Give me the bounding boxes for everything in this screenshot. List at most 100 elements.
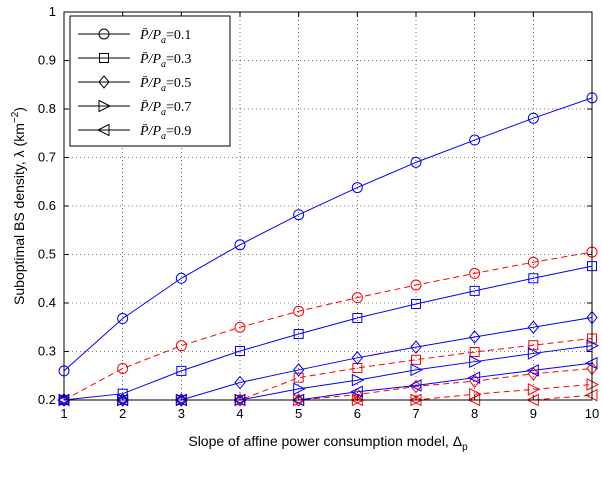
data-point — [350, 385, 363, 399]
data-point — [234, 239, 246, 251]
legend-marker — [99, 53, 109, 63]
y-tick-label: 1 — [49, 4, 56, 19]
data-point — [526, 364, 539, 377]
data-point — [175, 272, 187, 284]
legend-label-subscript: a — [161, 131, 166, 142]
data-point — [352, 313, 363, 324]
legend-label-subscript: a — [161, 59, 166, 70]
legend-marker — [98, 75, 110, 89]
data-point — [410, 279, 422, 291]
data-point — [117, 362, 129, 374]
y-tick-label: 0.9 — [38, 53, 56, 68]
data-point — [235, 346, 245, 357]
legend-label-base: P̄/P — [139, 52, 161, 67]
data-point — [175, 393, 187, 407]
x-axis-label-subscript: p — [462, 442, 468, 453]
legend-label-value: =0.3 — [166, 52, 191, 67]
data-point — [469, 285, 480, 296]
x-tick-label: 1 — [60, 406, 67, 421]
legend-entry-3: P̄/Pa=0.5 — [78, 75, 191, 94]
series-line — [63, 97, 593, 372]
legend-label-base: P̄/P — [139, 76, 161, 91]
x-tick-label: 9 — [530, 406, 537, 421]
x-tick-label: 10 — [585, 406, 599, 421]
series-3 — [59, 261, 597, 405]
legend-label-subscript: a — [161, 35, 166, 46]
legend-label: P̄/Pa=0.9 — [139, 124, 191, 142]
x-axis-label-main: Slope of affine power consumption model,… — [188, 433, 462, 449]
data-point — [469, 330, 481, 344]
data-point — [293, 393, 305, 407]
legend-label-subscript: a — [161, 83, 166, 94]
legend-label: P̄/Pa=0.1 — [139, 28, 191, 46]
data-point — [293, 305, 305, 317]
legend-entry-1: P̄/Pa=0.1 — [78, 28, 191, 46]
legend-label: P̄/Pa=0.5 — [139, 76, 191, 94]
legend-marker — [98, 28, 110, 40]
data-point — [527, 347, 541, 360]
y-axis-label-main: Suboptimal BS density, λ (km — [11, 123, 27, 305]
legend-entry-4: P̄/Pa=0.7 — [78, 99, 191, 118]
legend-label-value: =0.7 — [166, 100, 191, 115]
y-tick-label: 0.8 — [38, 101, 56, 116]
data-point — [410, 363, 424, 377]
data-point — [117, 313, 129, 325]
legend-label-base: P̄/P — [139, 28, 161, 43]
data-point — [469, 134, 481, 146]
y-tick-label: 0.7 — [38, 150, 56, 165]
data-point — [469, 355, 482, 368]
legend-label-value: =0.1 — [166, 28, 191, 43]
data-point — [351, 351, 363, 365]
y-axis-label: Suboptimal BS density, λ (km−2) — [10, 107, 27, 305]
legend-label-base: P̄/P — [139, 124, 161, 139]
data-point — [469, 267, 481, 279]
data-point — [527, 112, 539, 124]
legend-label: P̄/Pa=0.3 — [139, 52, 191, 70]
data-point — [411, 354, 421, 365]
y-tick-label: 0.6 — [38, 198, 56, 213]
data-point — [411, 298, 421, 309]
x-tick-label: 8 — [471, 406, 478, 421]
data-point — [175, 340, 187, 352]
legend: P̄/Pa=0.1P̄/Pa=0.3P̄/Pa=0.5P̄/Pa=0.7P̄/P… — [69, 15, 231, 147]
data-point — [351, 182, 363, 194]
legend-marker — [96, 123, 110, 137]
data-point — [410, 340, 422, 354]
series-line — [63, 251, 593, 401]
data-point — [351, 373, 365, 387]
data-point — [58, 393, 70, 407]
legend-label-value: =0.9 — [166, 124, 191, 139]
data-point — [234, 375, 246, 390]
plot-frame — [63, 11, 593, 401]
y-tick-label: 0.3 — [38, 344, 56, 359]
y-axis-label-superscript: −2 — [10, 111, 21, 123]
y-tick-label: 0.2 — [38, 392, 56, 407]
data-point — [293, 372, 304, 383]
x-axis-label: Slope of affine power consumption model,… — [188, 433, 468, 453]
y-tick-label: 0.5 — [38, 247, 56, 262]
x-tick-label: 3 — [178, 406, 185, 421]
data-point — [467, 371, 481, 384]
legend-entry-2: P̄/Pa=0.3 — [78, 52, 191, 70]
data-point — [351, 292, 363, 304]
data-point — [293, 209, 305, 221]
data-point — [408, 379, 422, 392]
data-point — [527, 383, 541, 396]
data-point — [293, 329, 304, 340]
x-axis-ticks: 1 2 3 4 5 6 7 8 9 10 — [60, 12, 599, 421]
series-line — [64, 367, 593, 401]
x-tick-label: 7 — [412, 406, 419, 421]
data-point — [527, 320, 539, 335]
data-point — [293, 382, 306, 396]
legend-label-value: =0.5 — [166, 76, 191, 91]
data-point — [469, 346, 480, 357]
x-tick-label: 5 — [295, 406, 302, 421]
data-point — [528, 340, 539, 351]
data-point — [528, 273, 539, 284]
series-line — [63, 265, 593, 401]
data-point — [234, 321, 246, 333]
x-tick-label: 4 — [236, 406, 243, 421]
x-tick-label: 6 — [354, 406, 361, 421]
data-point — [410, 156, 422, 168]
